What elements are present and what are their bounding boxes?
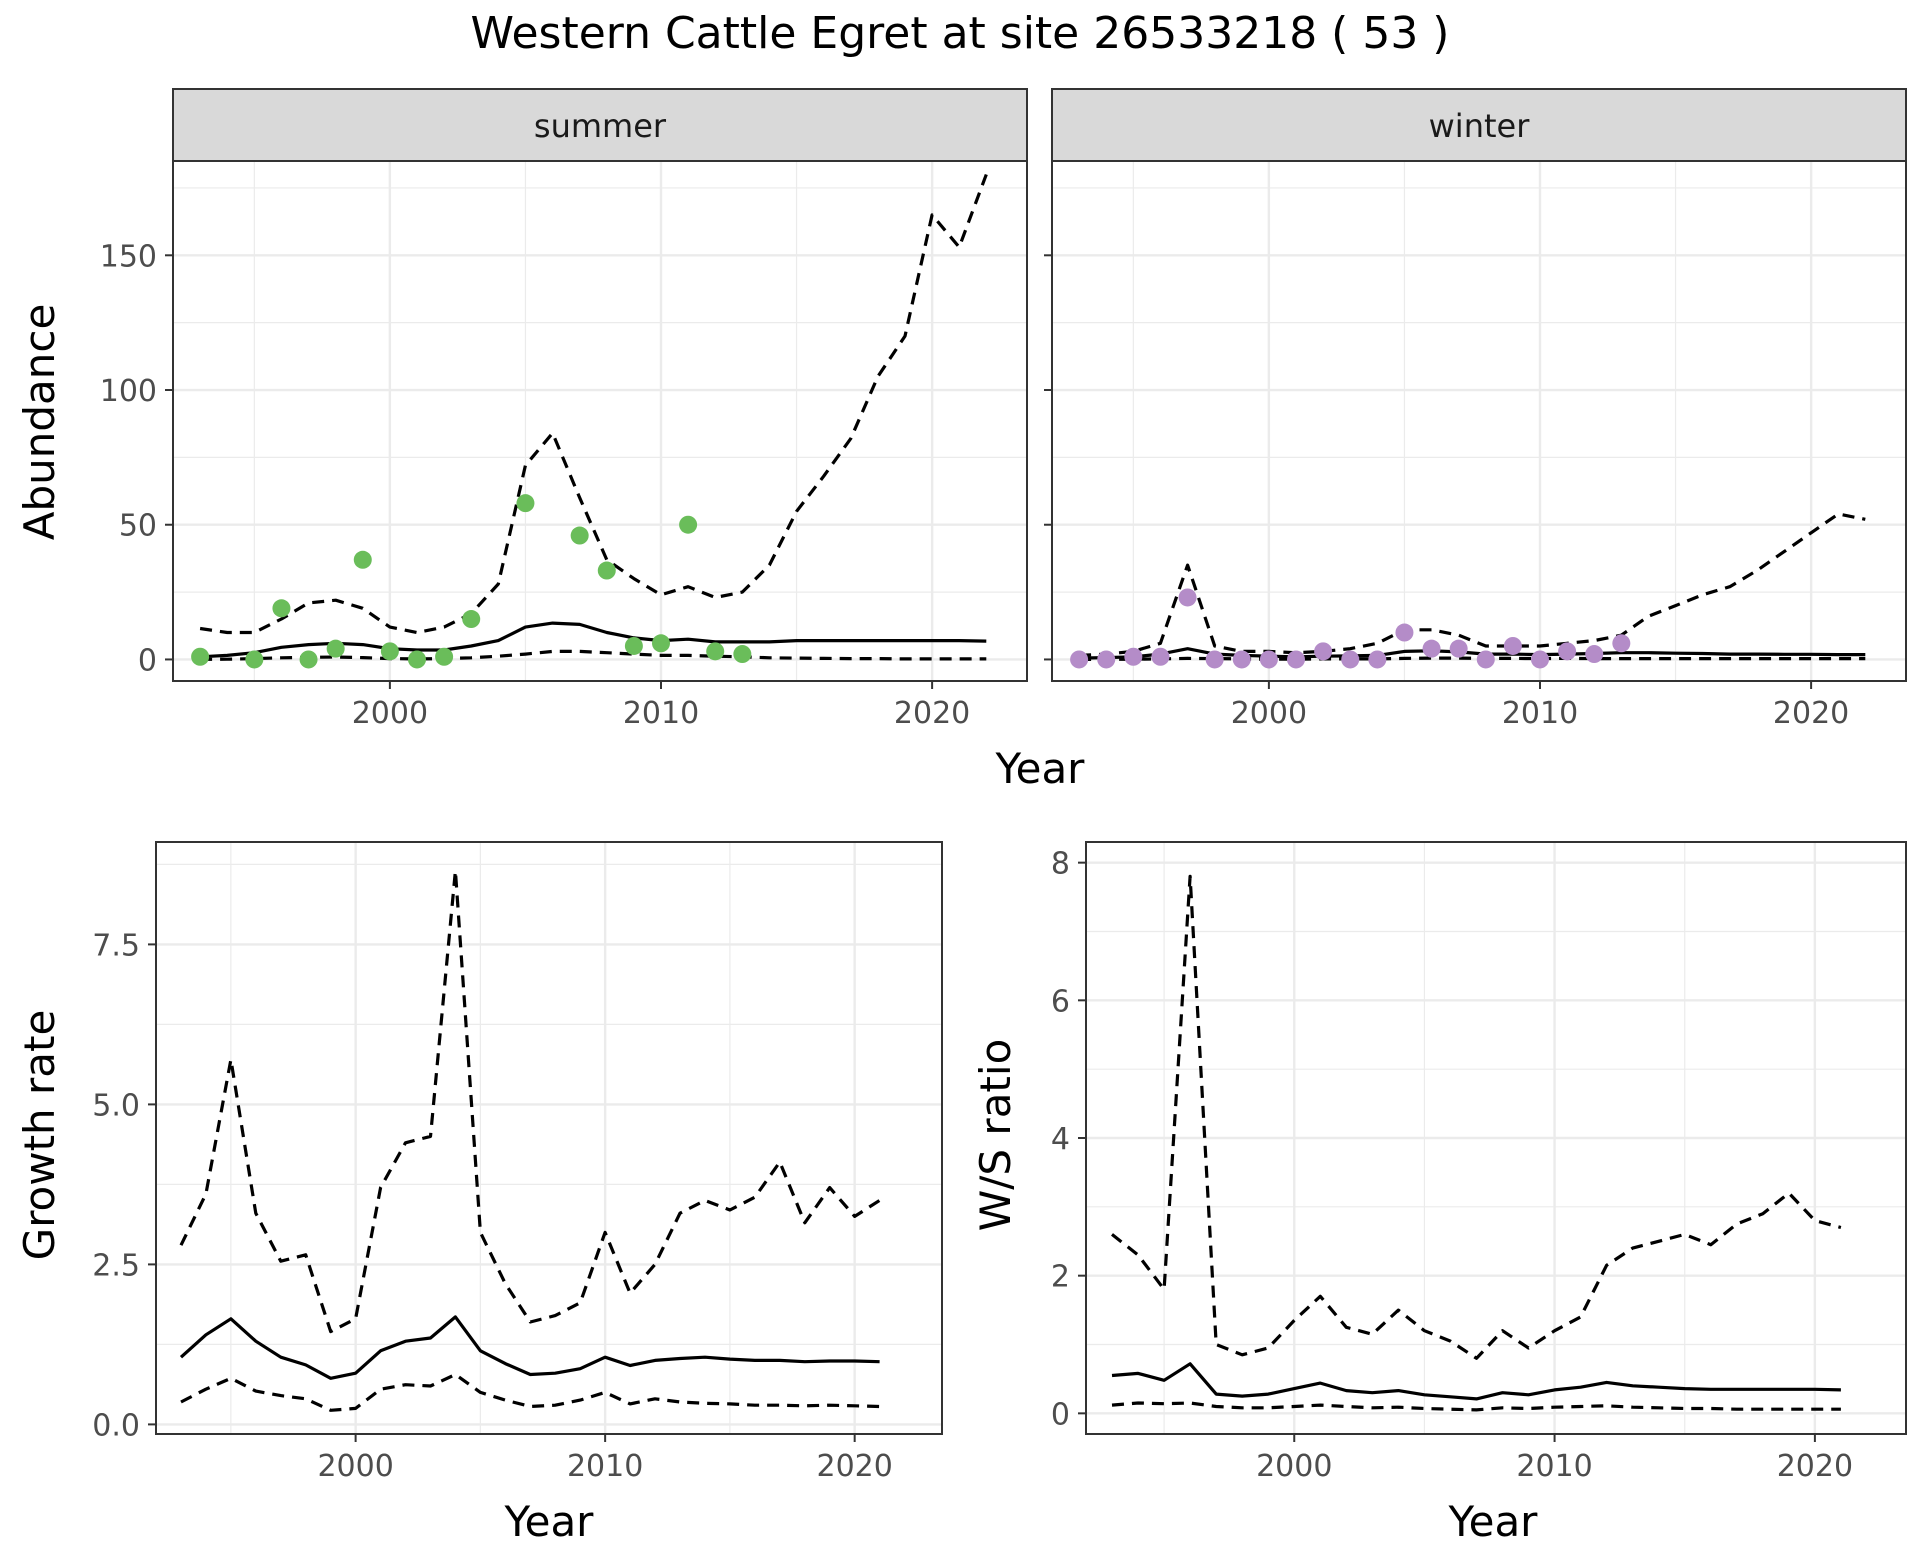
data-point-summer bbox=[353, 550, 372, 569]
data-point-winter bbox=[1124, 647, 1143, 666]
data-point-winter bbox=[1232, 650, 1251, 669]
x-tick-label: 2020 bbox=[1777, 1449, 1853, 1484]
x-tick-label: 2010 bbox=[1502, 696, 1578, 731]
data-point-winter bbox=[1395, 623, 1414, 642]
plot-background-summer bbox=[173, 161, 1027, 681]
y-tick-label: 8 bbox=[1051, 847, 1070, 882]
data-point-winter bbox=[1205, 650, 1224, 669]
data-point-winter bbox=[1585, 645, 1604, 664]
y-tick-label: 50 bbox=[119, 509, 157, 544]
series-line-upper-winter bbox=[1079, 512, 1866, 657]
data-point-summer bbox=[299, 650, 318, 669]
panel-growth-rate: 2000 2010 2020 0.0 2.5 5.0 7.5 bbox=[92, 841, 943, 1484]
x-tick-label: 2020 bbox=[894, 696, 970, 731]
y-tick-label: 0.0 bbox=[92, 1408, 140, 1443]
data-point-winter bbox=[1612, 634, 1631, 653]
y-tick-label: 2.5 bbox=[92, 1248, 140, 1283]
y-tick-label: 150 bbox=[100, 239, 157, 274]
data-point-winter bbox=[1259, 650, 1278, 669]
data-point-summer bbox=[570, 526, 589, 545]
x-tick-label: 2000 bbox=[317, 1449, 393, 1484]
data-point-summer bbox=[462, 610, 481, 629]
y-tick-label: 6 bbox=[1051, 984, 1070, 1019]
x-tick-label: 2020 bbox=[816, 1449, 892, 1484]
data-point-winter bbox=[1558, 642, 1577, 661]
x-tick-label: 2010 bbox=[1516, 1449, 1592, 1484]
data-point-winter bbox=[1476, 650, 1495, 669]
x-tick-label: 2000 bbox=[1256, 1449, 1332, 1484]
y-axis-label-growth-rate: Growth rate bbox=[15, 1010, 64, 1261]
y-tick-label: 2 bbox=[1051, 1260, 1070, 1295]
data-point-summer bbox=[191, 647, 210, 666]
data-point-summer bbox=[435, 647, 454, 666]
figure-title: Western Cattle Egret at site 26533218 ( … bbox=[471, 8, 1450, 59]
data-point-summer bbox=[272, 599, 291, 618]
data-point-winter bbox=[1097, 650, 1116, 669]
strip-label-summer: summer bbox=[534, 107, 667, 145]
y-tick-label: 0 bbox=[138, 643, 157, 678]
series-line-upper-growth-rate bbox=[179, 869, 881, 1334]
series-line-estimate-growth-rate bbox=[179, 1315, 880, 1380]
data-point-winter bbox=[1178, 588, 1197, 607]
x-axis-label-top: Year bbox=[995, 744, 1086, 793]
y-tick-label: 5.0 bbox=[92, 1088, 140, 1123]
data-point-winter bbox=[1151, 647, 1170, 666]
series-line-lower-ws-ratio bbox=[1111, 1401, 1841, 1412]
data-point-winter bbox=[1422, 639, 1441, 658]
data-point-summer bbox=[597, 561, 616, 580]
data-point-winter bbox=[1449, 639, 1468, 658]
plot-background-growth-rate bbox=[156, 842, 942, 1434]
data-point-winter bbox=[1070, 650, 1089, 669]
data-point-summer bbox=[516, 494, 535, 513]
data-point-summer bbox=[733, 645, 752, 664]
data-point-winter bbox=[1314, 642, 1333, 661]
x-tick-label: 2020 bbox=[1773, 696, 1849, 731]
data-point-winter bbox=[1531, 650, 1549, 669]
panel-border-growth-rate bbox=[155, 841, 943, 1435]
panel-summer: summer 2000 2010 2020 0 50 100 150 bbox=[100, 88, 1028, 731]
y-axis-label-abundance: Abundance bbox=[15, 304, 64, 541]
plot-area-ws-ratio: 2000 2010 2020 0 2 4 6 8 bbox=[1051, 841, 1907, 1484]
data-point-summer bbox=[624, 636, 643, 655]
plot-area-winter: 2000 2010 2020 bbox=[1044, 160, 1907, 731]
x-tick-label: 2010 bbox=[567, 1449, 643, 1484]
data-point-winter bbox=[1503, 636, 1522, 655]
series-line-lower-summer bbox=[200, 649, 987, 661]
panel-border-summer bbox=[172, 160, 1028, 682]
plot-area-growth-rate: 2000 2010 2020 0.0 2.5 5.0 7.5 bbox=[92, 841, 943, 1484]
data-point-summer bbox=[408, 650, 426, 669]
data-point-winter bbox=[1341, 650, 1360, 669]
x-axis-label-ws-ratio: Year bbox=[1448, 1497, 1539, 1546]
data-point-summer bbox=[326, 639, 345, 658]
series-line-estimate-ws-ratio bbox=[1111, 1362, 1841, 1401]
y-tick-label: 7.5 bbox=[92, 928, 140, 963]
data-point-summer bbox=[652, 634, 670, 653]
data-point-summer bbox=[706, 642, 725, 661]
plot-background-winter bbox=[1052, 161, 1906, 681]
series-line-upper-ws-ratio bbox=[1111, 874, 1842, 1360]
strip-winter bbox=[1051, 88, 1907, 162]
data-point-summer bbox=[245, 650, 264, 669]
x-tick-label: 2000 bbox=[352, 696, 428, 731]
data-point-summer bbox=[380, 642, 399, 661]
x-tick-label: 2000 bbox=[1231, 696, 1307, 731]
panel-border-winter bbox=[1051, 160, 1907, 682]
strip-label-winter: winter bbox=[1429, 107, 1531, 145]
x-tick-label: 2010 bbox=[623, 696, 699, 731]
y-tick-label: 100 bbox=[100, 374, 157, 409]
data-point-winter bbox=[1368, 650, 1387, 669]
series-line-lower-growth-rate bbox=[180, 1372, 880, 1412]
x-axis-label-growth-rate: Year bbox=[504, 1497, 595, 1546]
plot-area-summer: 2000 2010 2020 0 50 100 150 bbox=[100, 160, 1028, 731]
y-tick-label: 4 bbox=[1051, 1122, 1070, 1157]
strip-summer bbox=[172, 88, 1028, 162]
series-line-upper-summer bbox=[199, 173, 988, 635]
data-point-summer bbox=[679, 515, 698, 534]
y-tick-label: 0 bbox=[1051, 1397, 1070, 1432]
y-axis-label-ws-ratio: W/S ratio bbox=[971, 1039, 1020, 1232]
panel-ws-ratio: 2000 2010 2020 0 2 4 6 8 bbox=[1051, 841, 1907, 1484]
data-point-winter bbox=[1287, 650, 1305, 669]
panel-winter: winter 2000 2010 2020 bbox=[1044, 88, 1907, 731]
